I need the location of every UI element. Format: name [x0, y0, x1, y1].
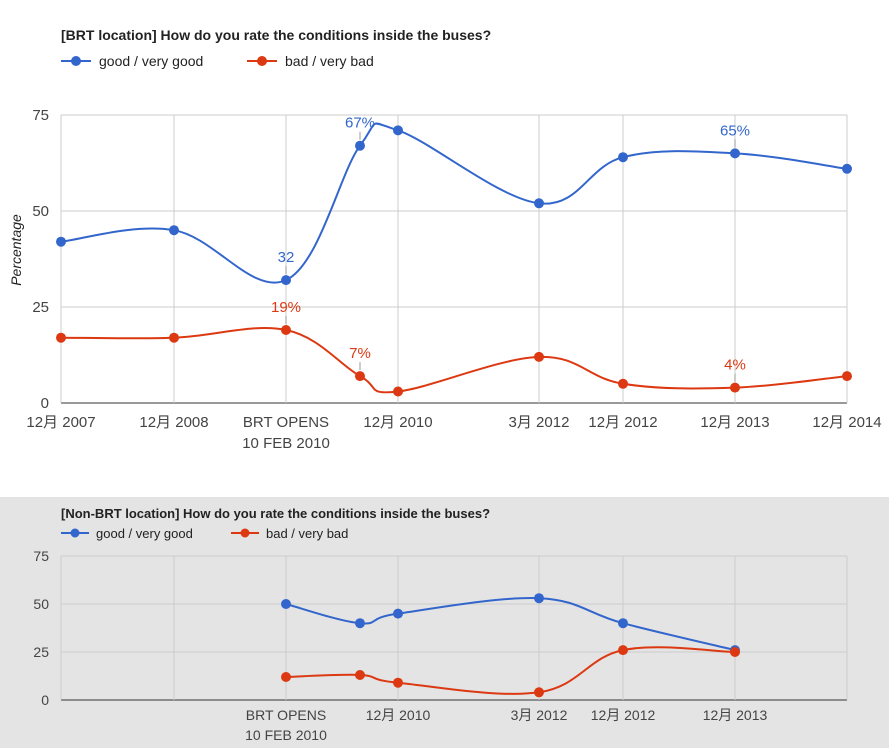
- data-point-bad: [355, 371, 365, 382]
- series-line-good: [60, 122, 848, 284]
- y-tick-label: 0: [41, 692, 49, 708]
- data-point-good: [534, 198, 544, 209]
- x-tick-label: 3月 2012: [511, 707, 568, 723]
- x-tick-label: 12月 2012: [588, 414, 657, 431]
- legend-label-bad: bad / very bad: [285, 53, 374, 69]
- series-line-good: [285, 597, 736, 652]
- data-point-bad: [534, 351, 544, 362]
- y-tick-label: 50: [33, 596, 49, 612]
- data-point-good: [730, 148, 740, 159]
- y-tick-label: 25: [33, 644, 49, 660]
- brt-location-chart-panel: [BRT location] How do you rate the condi…: [8, 27, 882, 452]
- data-point-good: [281, 599, 291, 609]
- chart-title: [Non-BRT location] How do you rate the c…: [61, 506, 490, 521]
- legend-marker-good: [70, 528, 80, 538]
- legend-marker-bad: [257, 56, 267, 66]
- x-tick-label: BRT OPENS: [243, 414, 329, 431]
- x-tick-label: 12月 2014: [812, 414, 881, 431]
- data-point-good: [355, 140, 365, 151]
- series-points: [56, 125, 852, 397]
- x-tick-label: 3月 2012: [509, 414, 570, 431]
- non-brt-location-chart-panel: [Non-BRT location] How do you rate the c…: [0, 497, 889, 748]
- data-point-good: [842, 163, 852, 174]
- gridlines: [60, 555, 848, 701]
- series-lines: [60, 122, 848, 394]
- x-tick-label: 12月 2013: [703, 707, 768, 723]
- data-point-good: [534, 593, 544, 604]
- y-tick-label: 0: [41, 395, 49, 412]
- x-tick-label: 12月 2010: [363, 414, 432, 431]
- data-point-bad: [393, 677, 403, 688]
- y-axis-label: Percentage: [8, 214, 24, 286]
- series-line-bad: [60, 327, 848, 394]
- brt-location-chart: [BRT location] How do you rate the condi…: [8, 27, 882, 452]
- data-point-bad: [730, 382, 740, 393]
- data-annotation: 32: [278, 249, 295, 266]
- x-tick-label: 12月 2013: [700, 414, 769, 431]
- data-annotation: 7%: [349, 345, 371, 362]
- y-tick-label: 75: [33, 548, 49, 564]
- y-tick-label: 75: [32, 107, 49, 124]
- x-tick-label: 12月 2012: [591, 707, 656, 723]
- legend-marker-bad: [240, 528, 250, 538]
- data-point-good: [393, 125, 403, 136]
- y-tick-labels: 0 25 50 75: [33, 548, 49, 708]
- legend: good / very good bad / very bad: [61, 526, 348, 541]
- data-point-bad: [842, 371, 852, 382]
- legend-label-good: good / very good: [96, 526, 193, 541]
- data-point-bad: [281, 325, 291, 335]
- series-line-bad: [285, 646, 736, 695]
- data-point-bad: [281, 672, 291, 682]
- chart-title: [BRT location] How do you rate the condi…: [61, 27, 491, 43]
- data-point-bad: [355, 670, 365, 680]
- gridlines: [60, 114, 848, 404]
- legend: good / very good bad / very bad: [61, 53, 374, 69]
- data-point-bad: [534, 687, 544, 698]
- data-point-good: [56, 236, 66, 247]
- x-tick-label: 12月 2008: [139, 414, 208, 431]
- data-point-good: [355, 618, 365, 629]
- data-point-bad: [56, 332, 66, 343]
- data-annotations: 32 67% 65% 19% 7% 4%: [271, 115, 750, 382]
- data-annotation: 65%: [720, 122, 750, 139]
- series-points: [281, 593, 740, 698]
- x-tick-label: 12月 2007: [26, 414, 95, 431]
- data-annotation: 4%: [724, 357, 746, 374]
- x-tick-labels: BRT OPENS 10 FEB 2010 12月 2010 3月 2012 12月 2…: [245, 707, 767, 743]
- data-point-bad: [618, 378, 628, 389]
- data-point-good: [618, 618, 628, 629]
- data-annotation: 67%: [345, 115, 375, 132]
- data-annotation: 19%: [271, 299, 301, 316]
- x-tick-label-line2: 10 FEB 2010: [245, 727, 327, 743]
- x-tick-label: BRT OPENS: [246, 707, 326, 723]
- data-point-bad: [730, 647, 740, 657]
- data-point-good: [618, 152, 628, 163]
- data-point-good: [281, 275, 291, 286]
- y-tick-label: 50: [32, 203, 49, 220]
- x-tick-label: 12月 2010: [366, 707, 431, 723]
- data-point-bad: [393, 386, 403, 397]
- y-tick-label: 25: [32, 299, 49, 316]
- x-tick-label-line2: 10 FEB 2010: [242, 435, 330, 452]
- x-tick-labels: 12月 2007 12月 2008 BRT OPENS 10 FEB 2010 12月 …: [26, 414, 881, 452]
- data-point-bad: [618, 645, 628, 656]
- legend-label-bad: bad / very bad: [266, 526, 348, 541]
- data-point-good: [169, 225, 179, 236]
- non-brt-location-chart: [Non-BRT location] How do you rate the c…: [33, 506, 848, 743]
- series-lines: [285, 597, 736, 695]
- y-tick-labels: 0 25 50 75: [32, 107, 49, 412]
- data-point-good: [393, 608, 403, 619]
- legend-marker-good: [71, 56, 81, 66]
- legend-label-good: good / very good: [99, 53, 203, 69]
- data-point-bad: [169, 332, 179, 343]
